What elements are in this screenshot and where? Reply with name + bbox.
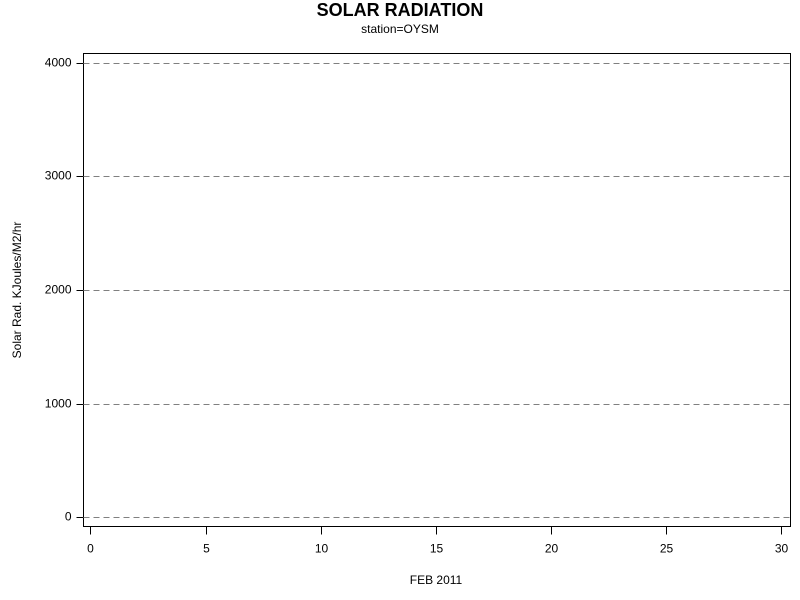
- y-axis-label: Solar Rad. KJoules/M2/hr: [10, 222, 24, 359]
- chart-title: SOLAR RADIATION: [317, 0, 484, 20]
- x-tick-label: 25: [660, 542, 674, 556]
- y-tick-label: 2000: [45, 283, 72, 297]
- x-tick-label: 30: [775, 542, 789, 556]
- x-tick-label: 10: [315, 542, 329, 556]
- chart-subtitle: station=OYSM: [361, 22, 439, 36]
- y-tick-label: 1000: [45, 397, 72, 411]
- x-tick-label: 5: [203, 542, 210, 556]
- y-tick-label: 0: [65, 510, 72, 524]
- y-tick-label: 4000: [45, 56, 72, 70]
- x-tick-label: 20: [545, 542, 559, 556]
- x-tick-label: 0: [87, 542, 94, 556]
- x-axis-label: FEB 2011: [410, 573, 463, 587]
- x-tick-label: 15: [430, 542, 444, 556]
- y-tick-label: 3000: [45, 169, 72, 183]
